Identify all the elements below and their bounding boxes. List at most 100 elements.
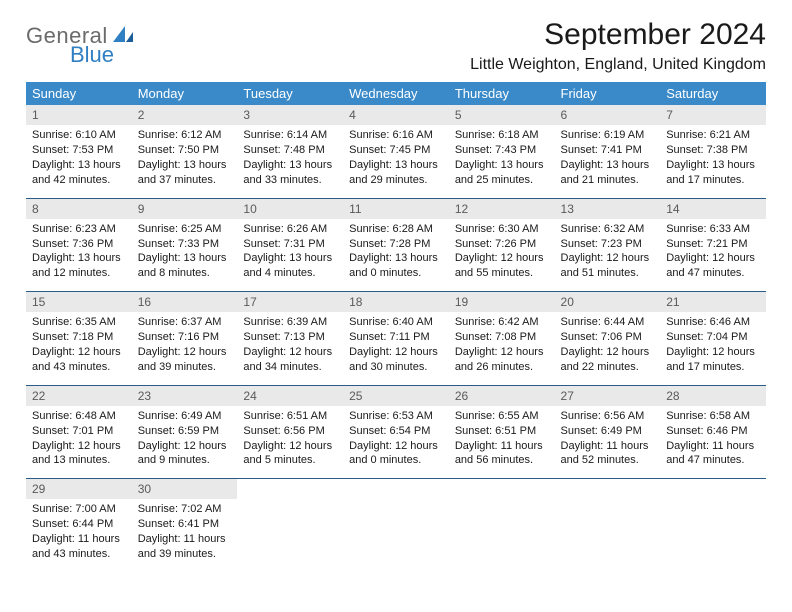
calendar-day-cell: 24Sunrise: 6:51 AMSunset: 6:56 PMDayligh… [237,385,343,479]
calendar-day-cell: 16Sunrise: 6:37 AMSunset: 7:16 PMDayligh… [132,292,238,386]
daylight-line: Daylight: 13 hours and 37 minutes. [138,158,232,188]
day-body: Sunrise: 6:32 AMSunset: 7:23 PMDaylight:… [555,219,661,291]
day-number: 4 [343,105,449,125]
sunset-line: Sunset: 7:01 PM [32,424,126,439]
day-body: Sunrise: 6:37 AMSunset: 7:16 PMDaylight:… [132,312,238,384]
sunset-line: Sunset: 6:56 PM [243,424,337,439]
daylight-line: Daylight: 12 hours and 9 minutes. [138,439,232,469]
day-number: 21 [660,292,766,312]
daylight-line: Daylight: 12 hours and 39 minutes. [138,345,232,375]
calendar-day-cell: 20Sunrise: 6:44 AMSunset: 7:06 PMDayligh… [555,292,661,386]
sunset-line: Sunset: 7:08 PM [455,330,549,345]
daylight-line: Daylight: 12 hours and 0 minutes. [349,439,443,469]
day-number: 8 [26,199,132,219]
sunrise-line: Sunrise: 6:51 AM [243,409,337,424]
calendar-day-cell: .. [449,479,555,572]
calendar-day-cell: 19Sunrise: 6:42 AMSunset: 7:08 PMDayligh… [449,292,555,386]
day-number: 16 [132,292,238,312]
calendar-table: Sunday Monday Tuesday Wednesday Thursday… [26,82,766,572]
day-number: 30 [132,479,238,499]
sunrise-line: Sunrise: 6:21 AM [666,128,760,143]
day-number: 14 [660,199,766,219]
sunrise-line: Sunrise: 6:48 AM [32,409,126,424]
sunset-line: Sunset: 7:11 PM [349,330,443,345]
calendar-day-cell: 7Sunrise: 6:21 AMSunset: 7:38 PMDaylight… [660,105,766,198]
sunset-line: Sunset: 7:53 PM [32,143,126,158]
daylight-line: Daylight: 13 hours and 17 minutes. [666,158,760,188]
sunrise-line: Sunrise: 6:49 AM [138,409,232,424]
calendar-day-cell: 26Sunrise: 6:55 AMSunset: 6:51 PMDayligh… [449,385,555,479]
sunrise-line: Sunrise: 6:12 AM [138,128,232,143]
calendar-day-cell: 28Sunrise: 6:58 AMSunset: 6:46 PMDayligh… [660,385,766,479]
day-body: Sunrise: 6:56 AMSunset: 6:49 PMDaylight:… [555,406,661,478]
daylight-line: Daylight: 13 hours and 33 minutes. [243,158,337,188]
sunrise-line: Sunrise: 6:58 AM [666,409,760,424]
day-body: Sunrise: 6:14 AMSunset: 7:48 PMDaylight:… [237,125,343,197]
day-body: Sunrise: 6:33 AMSunset: 7:21 PMDaylight:… [660,219,766,291]
daylight-line: Daylight: 11 hours and 52 minutes. [561,439,655,469]
sunset-line: Sunset: 7:45 PM [349,143,443,158]
sunset-line: Sunset: 7:21 PM [666,237,760,252]
calendar-day-cell: 22Sunrise: 6:48 AMSunset: 7:01 PMDayligh… [26,385,132,479]
weekday-header: Saturday [660,82,766,105]
calendar-day-cell: 29Sunrise: 7:00 AMSunset: 6:44 PMDayligh… [26,479,132,572]
daylight-line: Daylight: 12 hours and 5 minutes. [243,439,337,469]
sunrise-line: Sunrise: 6:16 AM [349,128,443,143]
daylight-line: Daylight: 12 hours and 30 minutes. [349,345,443,375]
day-body: Sunrise: 6:30 AMSunset: 7:26 PMDaylight:… [449,219,555,291]
location: Little Weighton, England, United Kingdom [470,56,766,74]
day-number: 25 [343,386,449,406]
daylight-line: Daylight: 11 hours and 47 minutes. [666,439,760,469]
day-body: Sunrise: 6:58 AMSunset: 6:46 PMDaylight:… [660,406,766,478]
sunset-line: Sunset: 6:59 PM [138,424,232,439]
daylight-line: Daylight: 13 hours and 4 minutes. [243,251,337,281]
day-body: Sunrise: 6:40 AMSunset: 7:11 PMDaylight:… [343,312,449,384]
sunset-line: Sunset: 7:38 PM [666,143,760,158]
sunset-line: Sunset: 6:41 PM [138,517,232,532]
weekday-header: Thursday [449,82,555,105]
sunrise-line: Sunrise: 6:53 AM [349,409,443,424]
sunrise-line: Sunrise: 6:30 AM [455,222,549,237]
calendar-day-cell: 15Sunrise: 6:35 AMSunset: 7:18 PMDayligh… [26,292,132,386]
calendar-day-cell: 23Sunrise: 6:49 AMSunset: 6:59 PMDayligh… [132,385,238,479]
sunset-line: Sunset: 7:41 PM [561,143,655,158]
sunrise-line: Sunrise: 6:37 AM [138,315,232,330]
day-number: 5 [449,105,555,125]
sunrise-line: Sunrise: 6:32 AM [561,222,655,237]
daylight-line: Daylight: 13 hours and 25 minutes. [455,158,549,188]
header: General Blue September 2024 Little Weigh… [26,18,766,74]
calendar-day-cell: 5Sunrise: 6:18 AMSunset: 7:43 PMDaylight… [449,105,555,198]
daylight-line: Daylight: 12 hours and 47 minutes. [666,251,760,281]
sunrise-line: Sunrise: 6:18 AM [455,128,549,143]
calendar-day-cell: 21Sunrise: 6:46 AMSunset: 7:04 PMDayligh… [660,292,766,386]
day-number: 19 [449,292,555,312]
day-number: 24 [237,386,343,406]
sunset-line: Sunset: 7:23 PM [561,237,655,252]
daylight-line: Daylight: 13 hours and 8 minutes. [138,251,232,281]
day-body: Sunrise: 6:25 AMSunset: 7:33 PMDaylight:… [132,219,238,291]
daylight-line: Daylight: 11 hours and 43 minutes. [32,532,126,562]
sunset-line: Sunset: 7:50 PM [138,143,232,158]
sunset-line: Sunset: 7:31 PM [243,237,337,252]
sunrise-line: Sunrise: 6:42 AM [455,315,549,330]
daylight-line: Daylight: 13 hours and 21 minutes. [561,158,655,188]
calendar-day-cell: 3Sunrise: 6:14 AMSunset: 7:48 PMDaylight… [237,105,343,198]
calendar-day-cell: .. [343,479,449,572]
day-body: Sunrise: 6:10 AMSunset: 7:53 PMDaylight:… [26,125,132,197]
calendar-day-cell: 27Sunrise: 6:56 AMSunset: 6:49 PMDayligh… [555,385,661,479]
calendar-day-cell: .. [237,479,343,572]
sunset-line: Sunset: 7:36 PM [32,237,126,252]
daylight-line: Daylight: 11 hours and 56 minutes. [455,439,549,469]
month-title: September 2024 [470,18,766,52]
day-number: 15 [26,292,132,312]
day-body: Sunrise: 6:12 AMSunset: 7:50 PMDaylight:… [132,125,238,197]
day-body: Sunrise: 6:44 AMSunset: 7:06 PMDaylight:… [555,312,661,384]
calendar-day-cell: 17Sunrise: 6:39 AMSunset: 7:13 PMDayligh… [237,292,343,386]
sunrise-line: Sunrise: 6:25 AM [138,222,232,237]
calendar-week-row: 1Sunrise: 6:10 AMSunset: 7:53 PMDaylight… [26,105,766,198]
calendar-day-cell: .. [555,479,661,572]
calendar-week-row: 29Sunrise: 7:00 AMSunset: 6:44 PMDayligh… [26,479,766,572]
sunrise-line: Sunrise: 6:35 AM [32,315,126,330]
day-body: Sunrise: 6:51 AMSunset: 6:56 PMDaylight:… [237,406,343,478]
calendar-week-row: 22Sunrise: 6:48 AMSunset: 7:01 PMDayligh… [26,385,766,479]
